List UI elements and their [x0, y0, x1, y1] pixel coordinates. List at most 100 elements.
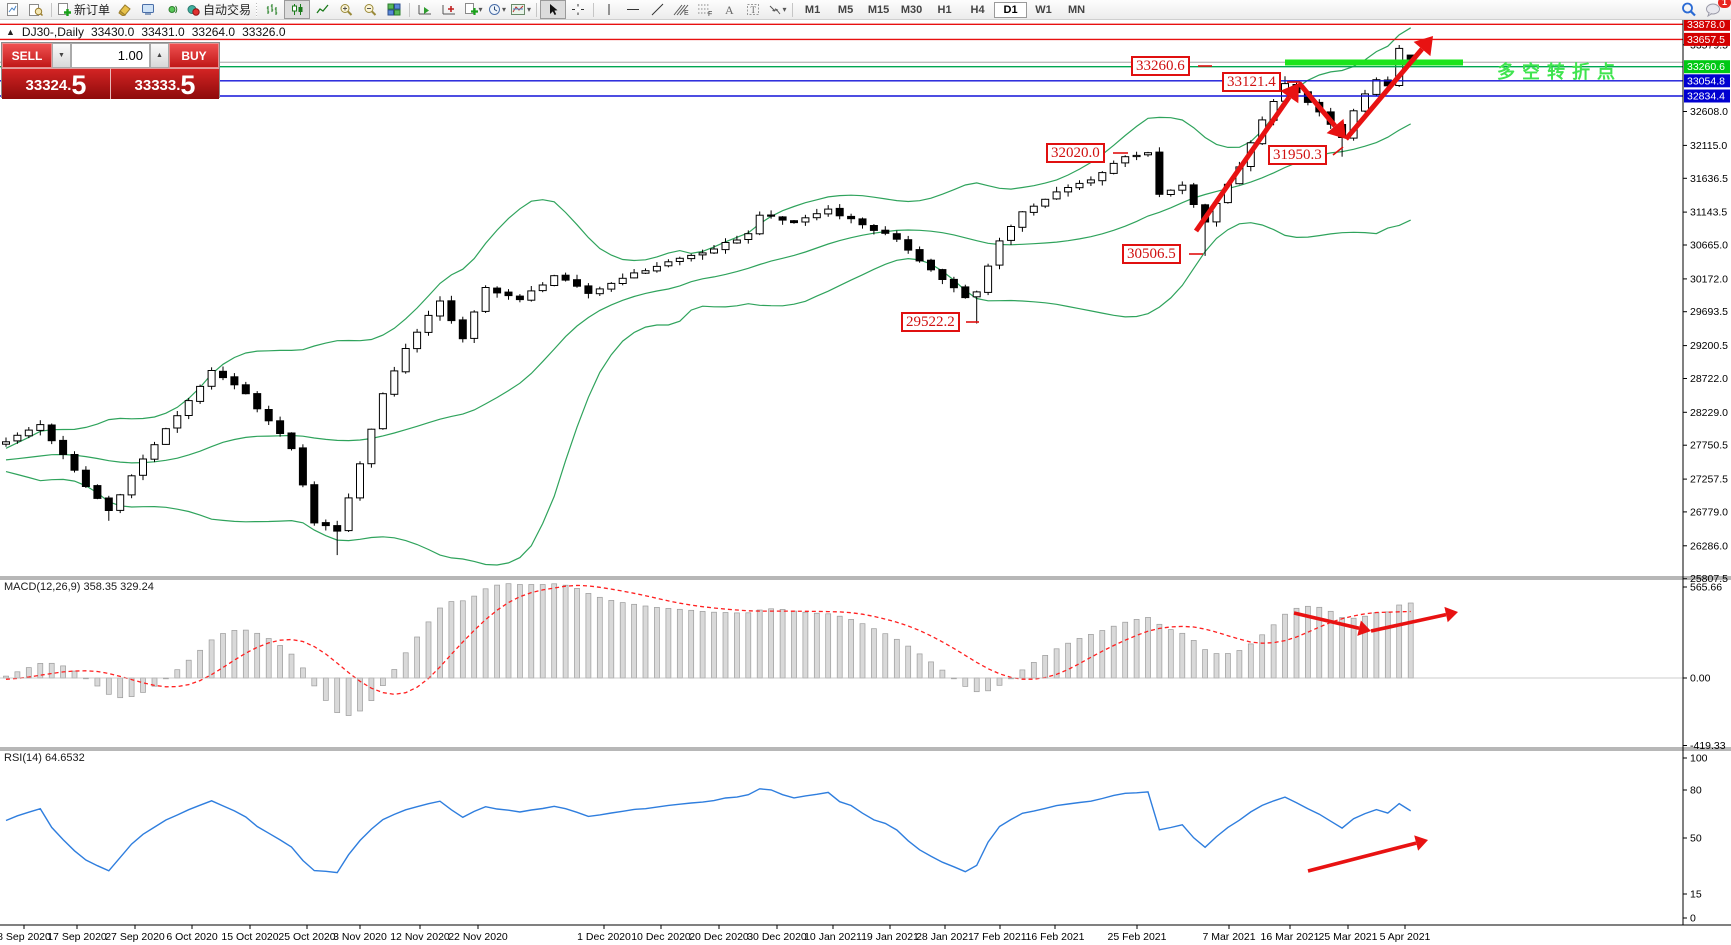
- macd-bar: [1259, 634, 1266, 679]
- candle-body: [744, 233, 753, 240]
- macd-bar: [756, 609, 763, 679]
- periods-dropdown[interactable]: ▾: [485, 1, 509, 18]
- date-tick-label: 20 Dec 2020: [689, 931, 749, 943]
- templates-dropdown[interactable]: ▾: [509, 1, 533, 18]
- macd-bar: [1247, 643, 1254, 679]
- line-chart-icon[interactable]: [310, 1, 334, 18]
- horizontal-line-tool[interactable]: [621, 1, 645, 18]
- equidistant-channel-tool[interactable]: E: [669, 1, 693, 18]
- auto-scroll-icon[interactable]: [413, 1, 437, 18]
- cursor-tool[interactable]: [540, 0, 567, 19]
- trend-arrow-line[interactable]: [1370, 612, 1447, 633]
- indicators-dropdown[interactable]: ▾: [461, 1, 485, 18]
- chart-profiles-icon[interactable]: [24, 1, 48, 18]
- trend-arrow-line[interactable]: [1297, 81, 1338, 128]
- channel-icon: E: [673, 4, 689, 16]
- candle-body: [641, 270, 650, 274]
- timeframe-W1[interactable]: W1: [1035, 3, 1052, 16]
- one-click-toggle[interactable]: ▲: [6, 27, 15, 37]
- candle-body: [356, 463, 364, 499]
- candle-body: [481, 287, 490, 312]
- buy-button[interactable]: BUY: [169, 43, 219, 68]
- notifications-button[interactable]: 1: [1701, 0, 1731, 18]
- price-tick-label: 32115.0: [1690, 140, 1727, 152]
- timeframe-H1[interactable]: H1: [937, 3, 952, 16]
- price-level-badge: [1684, 74, 1730, 88]
- crosshair-tool[interactable]: [566, 1, 590, 18]
- price-callout[interactable]: 30506.5: [1122, 244, 1181, 264]
- eraser-icon[interactable]: [112, 1, 136, 18]
- vertical-line-tool[interactable]: [597, 1, 621, 18]
- price-callout[interactable]: 33121.4: [1222, 72, 1281, 92]
- macd-bar: [402, 652, 409, 679]
- date-tick-label: 17 Sep 2020: [47, 931, 107, 943]
- ohlc-open: 33430.0: [90, 25, 135, 39]
- bar-chart-icon[interactable]: [260, 1, 284, 18]
- volume-decrease-button[interactable]: ▼: [52, 43, 71, 68]
- macd-bar: [676, 608, 683, 679]
- macd-bar: [985, 677, 991, 692]
- new-order-button[interactable]: 新订单: [55, 1, 112, 18]
- candle-body: [1007, 226, 1015, 241]
- new-chart-icon[interactable]: [0, 1, 24, 18]
- volume-increase-button[interactable]: ▲: [150, 43, 169, 68]
- text-label-icon: T: [747, 4, 760, 15]
- date-tick-label: 27 Sep 2020: [105, 931, 165, 943]
- chart-shift-icon[interactable]: [437, 1, 461, 18]
- candle-body: [824, 208, 833, 215]
- candle-body: [230, 376, 239, 386]
- date-tick-label: 19 Jan 2021: [861, 931, 919, 943]
- price-badge-label: 33054.8: [1687, 75, 1725, 87]
- volume-input[interactable]: [71, 43, 150, 68]
- buy-price[interactable]: 33333. 5: [110, 68, 219, 99]
- trend-arrow-line[interactable]: [1193, 95, 1292, 233]
- signals-icon[interactable]: [160, 1, 184, 18]
- tile-windows-icon[interactable]: [382, 1, 406, 18]
- macd-bar: [551, 583, 558, 679]
- trendline-tool[interactable]: [645, 1, 669, 18]
- candle-body: [675, 257, 684, 262]
- text-tool[interactable]: A: [717, 1, 741, 18]
- text-label-tool[interactable]: T: [741, 1, 765, 18]
- zoom-in-icon[interactable]: [334, 1, 358, 18]
- date-tick-label: 5 Apr 2021: [1380, 931, 1431, 943]
- price-callout[interactable]: 33260.6: [1131, 56, 1190, 76]
- callout-connector: [1332, 146, 1344, 156]
- trend-arrow-line[interactable]: [1307, 841, 1417, 873]
- candle-body: [835, 207, 844, 217]
- timeframe-H4[interactable]: H4: [970, 3, 985, 16]
- candle-body: [710, 248, 718, 254]
- sell-price[interactable]: 33324. 5: [2, 68, 110, 99]
- date-tick-label: 25 Oct 2020: [278, 931, 335, 943]
- autotrade-button[interactable]: 自动交易: [184, 1, 253, 18]
- macd-bar: [642, 605, 649, 679]
- timeframe-M15[interactable]: M15: [867, 3, 890, 16]
- fibonacci-tool[interactable]: F: [693, 1, 717, 18]
- timeframe-M5[interactable]: M5: [837, 3, 854, 16]
- price-tick-label: 31143.5: [1690, 207, 1727, 219]
- timeframe-MN[interactable]: MN: [1067, 3, 1086, 16]
- candlestick-chart-icon[interactable]: [284, 0, 311, 19]
- macd-bar: [1167, 629, 1174, 679]
- timeframe-M1[interactable]: M1: [804, 3, 821, 16]
- candle-body: [915, 249, 924, 262]
- trend-arrow-line[interactable]: [1344, 47, 1424, 141]
- timeframe-M30[interactable]: M30: [900, 3, 923, 16]
- timeframe-D1[interactable]: D1: [994, 1, 1028, 18]
- price-tick-label: 31636.5: [1690, 173, 1728, 185]
- candle-body: [1144, 152, 1152, 156]
- bollinger-upper-band: [5, 27, 1412, 449]
- thick-green-level-segment[interactable]: [1285, 59, 1463, 66]
- candle-body: [595, 288, 604, 295]
- buy-price-big-digit: 5: [180, 70, 196, 100]
- search-icon[interactable]: [1677, 1, 1701, 18]
- price-callout[interactable]: 31950.3: [1268, 145, 1327, 165]
- zoom-out-icon[interactable]: [358, 1, 382, 18]
- arrows-dropdown[interactable]: ▾: [765, 1, 789, 18]
- price-callout[interactable]: 29522.2: [901, 312, 960, 332]
- terminal-icon[interactable]: [136, 1, 160, 18]
- sell-button[interactable]: SELL: [2, 43, 52, 68]
- price-callout[interactable]: 32020.0: [1046, 143, 1105, 163]
- trend-arrow-line[interactable]: [1293, 611, 1360, 630]
